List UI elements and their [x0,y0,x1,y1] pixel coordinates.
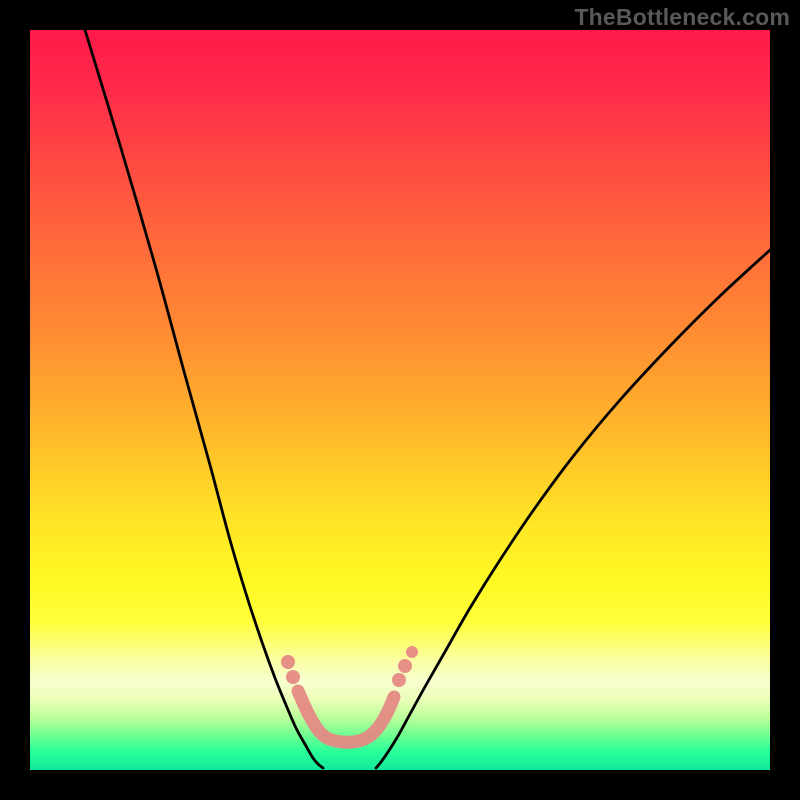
chart-frame: TheBottleneck.com [0,0,800,800]
plot-area [30,30,770,770]
watermark-text: TheBottleneck.com [574,4,790,31]
bottom-marker [30,30,770,770]
marker-left-ticks [281,655,300,684]
marker-u-path [298,691,394,742]
marker-right-ticks [392,646,418,687]
